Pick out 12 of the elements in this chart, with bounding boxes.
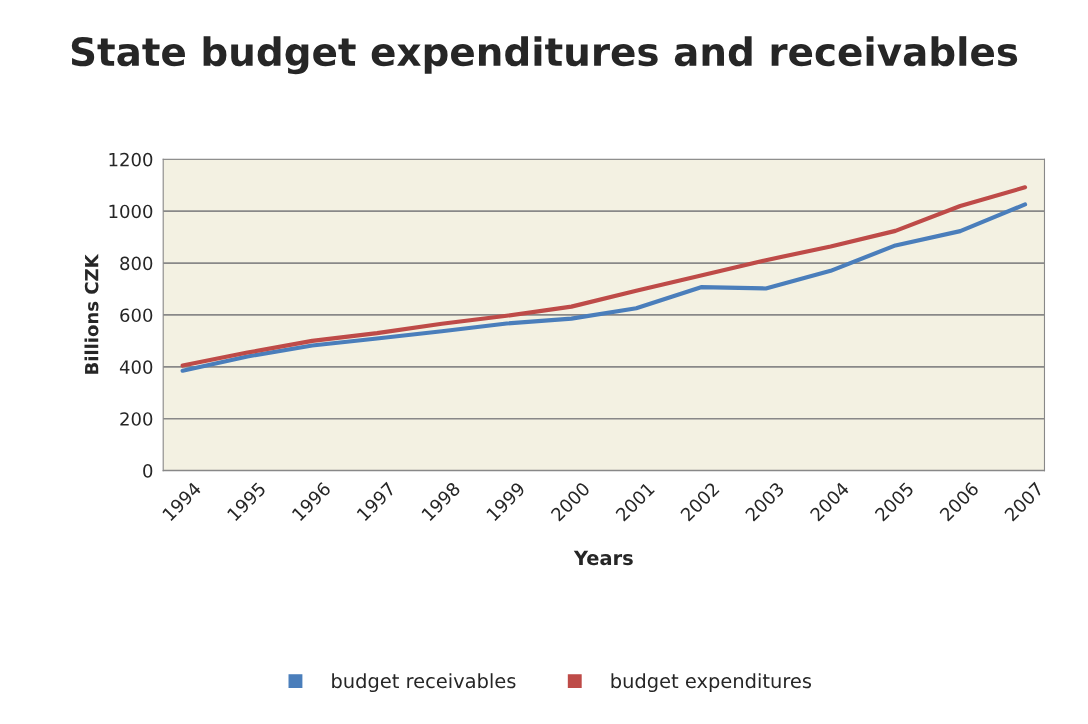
legend-label: budget receivables [332, 673, 516, 693]
y-tick-label: 200 [120, 412, 153, 426]
y-tick-label: 800 [120, 256, 153, 271]
legend-label: budget expenditures [611, 673, 812, 693]
y-tick-label: 1200 [109, 152, 153, 167]
x-axis-title: Years [573, 550, 633, 566]
y-axis-title: Billions CZK [84, 253, 99, 374]
y-tick-label: 0 [143, 464, 153, 478]
y-tick-label: 600 [120, 308, 153, 323]
y-tick-label: 400 [119, 360, 153, 374]
chart-title: State budget expenditures and receivables [71, 36, 1018, 75]
y-tick-label: 1000 [109, 204, 153, 219]
